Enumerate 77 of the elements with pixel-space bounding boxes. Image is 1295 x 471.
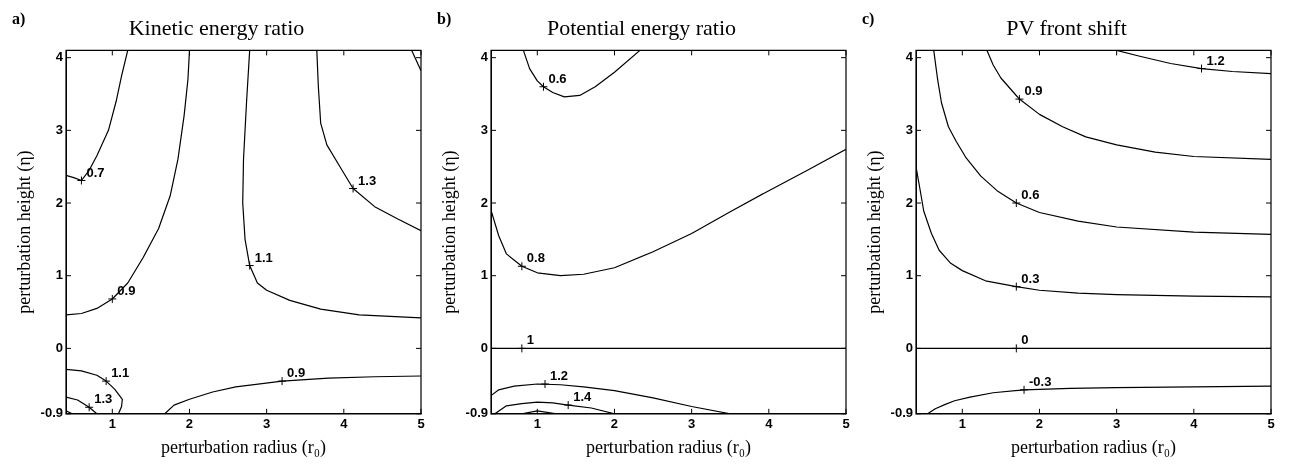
annotation: 0.7 [86,164,105,180]
y-tick-label: 4 [480,49,489,65]
annotation: 0.9 [1024,83,1043,99]
point [107,294,117,304]
y-tick-label: 1 [55,267,63,283]
point [1014,94,1024,104]
y-tick-label: 2 [905,194,913,210]
point [1019,385,1029,395]
point [84,402,94,412]
annotation: 0.6 [548,70,567,86]
text: b) [437,10,452,29]
x-tick-label: 4 [340,416,349,432]
x-tick-label: 1 [108,416,116,432]
x-tick-label: 4 [765,416,774,432]
chart-title: Kinetic energy ratio [128,14,305,40]
y-tick-label: -0.9 [40,405,63,421]
chart-title: PV front shift [1006,14,1127,40]
annotation: 0.9 [287,365,306,381]
x-tick-label: 2 [185,416,194,432]
annotation: 1.1 [254,249,273,265]
y-tick-label: 0 [55,339,63,355]
x-tick-label: 5 [842,416,850,432]
x-axis-title: perturbation radius (r₀) [160,436,327,458]
annotation: 1 [526,332,535,348]
point [1011,198,1021,208]
chart-title: Potential energy ratio [547,14,736,40]
x-tick-label: 1 [958,416,966,432]
y-tick-label: -0.9 [465,405,488,421]
y-tick-label: 3 [480,121,488,137]
point [101,376,111,386]
text: a) [12,10,26,29]
y-axis-title: perturbation height (η) [863,150,885,314]
x-tick-label: 3 [263,416,271,432]
text: c) [862,10,875,29]
annotation: -0.3 [1029,373,1052,389]
point [1197,64,1207,74]
annotation: 0.8 [526,250,545,266]
y-tick-label: 0 [905,339,913,355]
point [76,176,86,185]
x-tick-label: 2 [1035,416,1044,432]
point [245,261,255,271]
x-tick-label: 3 [1113,416,1121,432]
y-tick-label: 4 [905,49,914,65]
y-tick-label: 1 [480,267,488,283]
x-tick-label: 1 [533,416,541,432]
annotation: 1.3 [358,172,377,188]
x-tick-label: 5 [417,416,425,432]
annotation: 1.4 [573,389,593,405]
point [517,261,527,271]
point [1011,282,1021,292]
annotation: 0.6 [1021,187,1040,203]
point [277,376,287,386]
y-tick-label: 3 [905,121,913,137]
x-tick-label: 5 [1267,416,1275,432]
point [563,400,573,410]
y-tick-label: 2 [55,194,63,210]
annotation: 0.3 [1021,270,1040,286]
point [538,82,548,92]
y-tick-label: -0.9 [890,405,913,421]
x-tick-label: 4 [1190,416,1199,432]
y-axis-title: perturbation height (η) [438,150,460,314]
x-axis-title: perturbation radius (r₀) [585,436,752,458]
annotation: 1.2 [550,368,569,384]
y-tick-label: 3 [55,121,63,137]
y-tick-label: 0 [480,339,488,355]
y-tick-label: 1 [905,267,913,283]
annotation: 1.3 [94,391,113,407]
x-tick-label: 2 [610,416,619,432]
y-tick-label: 4 [55,49,64,65]
y-tick-label: 2 [480,194,488,210]
point [348,183,358,193]
annotation: 1.1 [111,365,130,381]
annotation: 1.2 [1206,52,1225,68]
annotation: 0 [1021,332,1029,348]
x-tick-label: 3 [688,416,696,432]
x-axis-title: perturbation radius (r₀) [1010,436,1177,458]
y-axis-title: perturbation height (η) [13,150,35,314]
